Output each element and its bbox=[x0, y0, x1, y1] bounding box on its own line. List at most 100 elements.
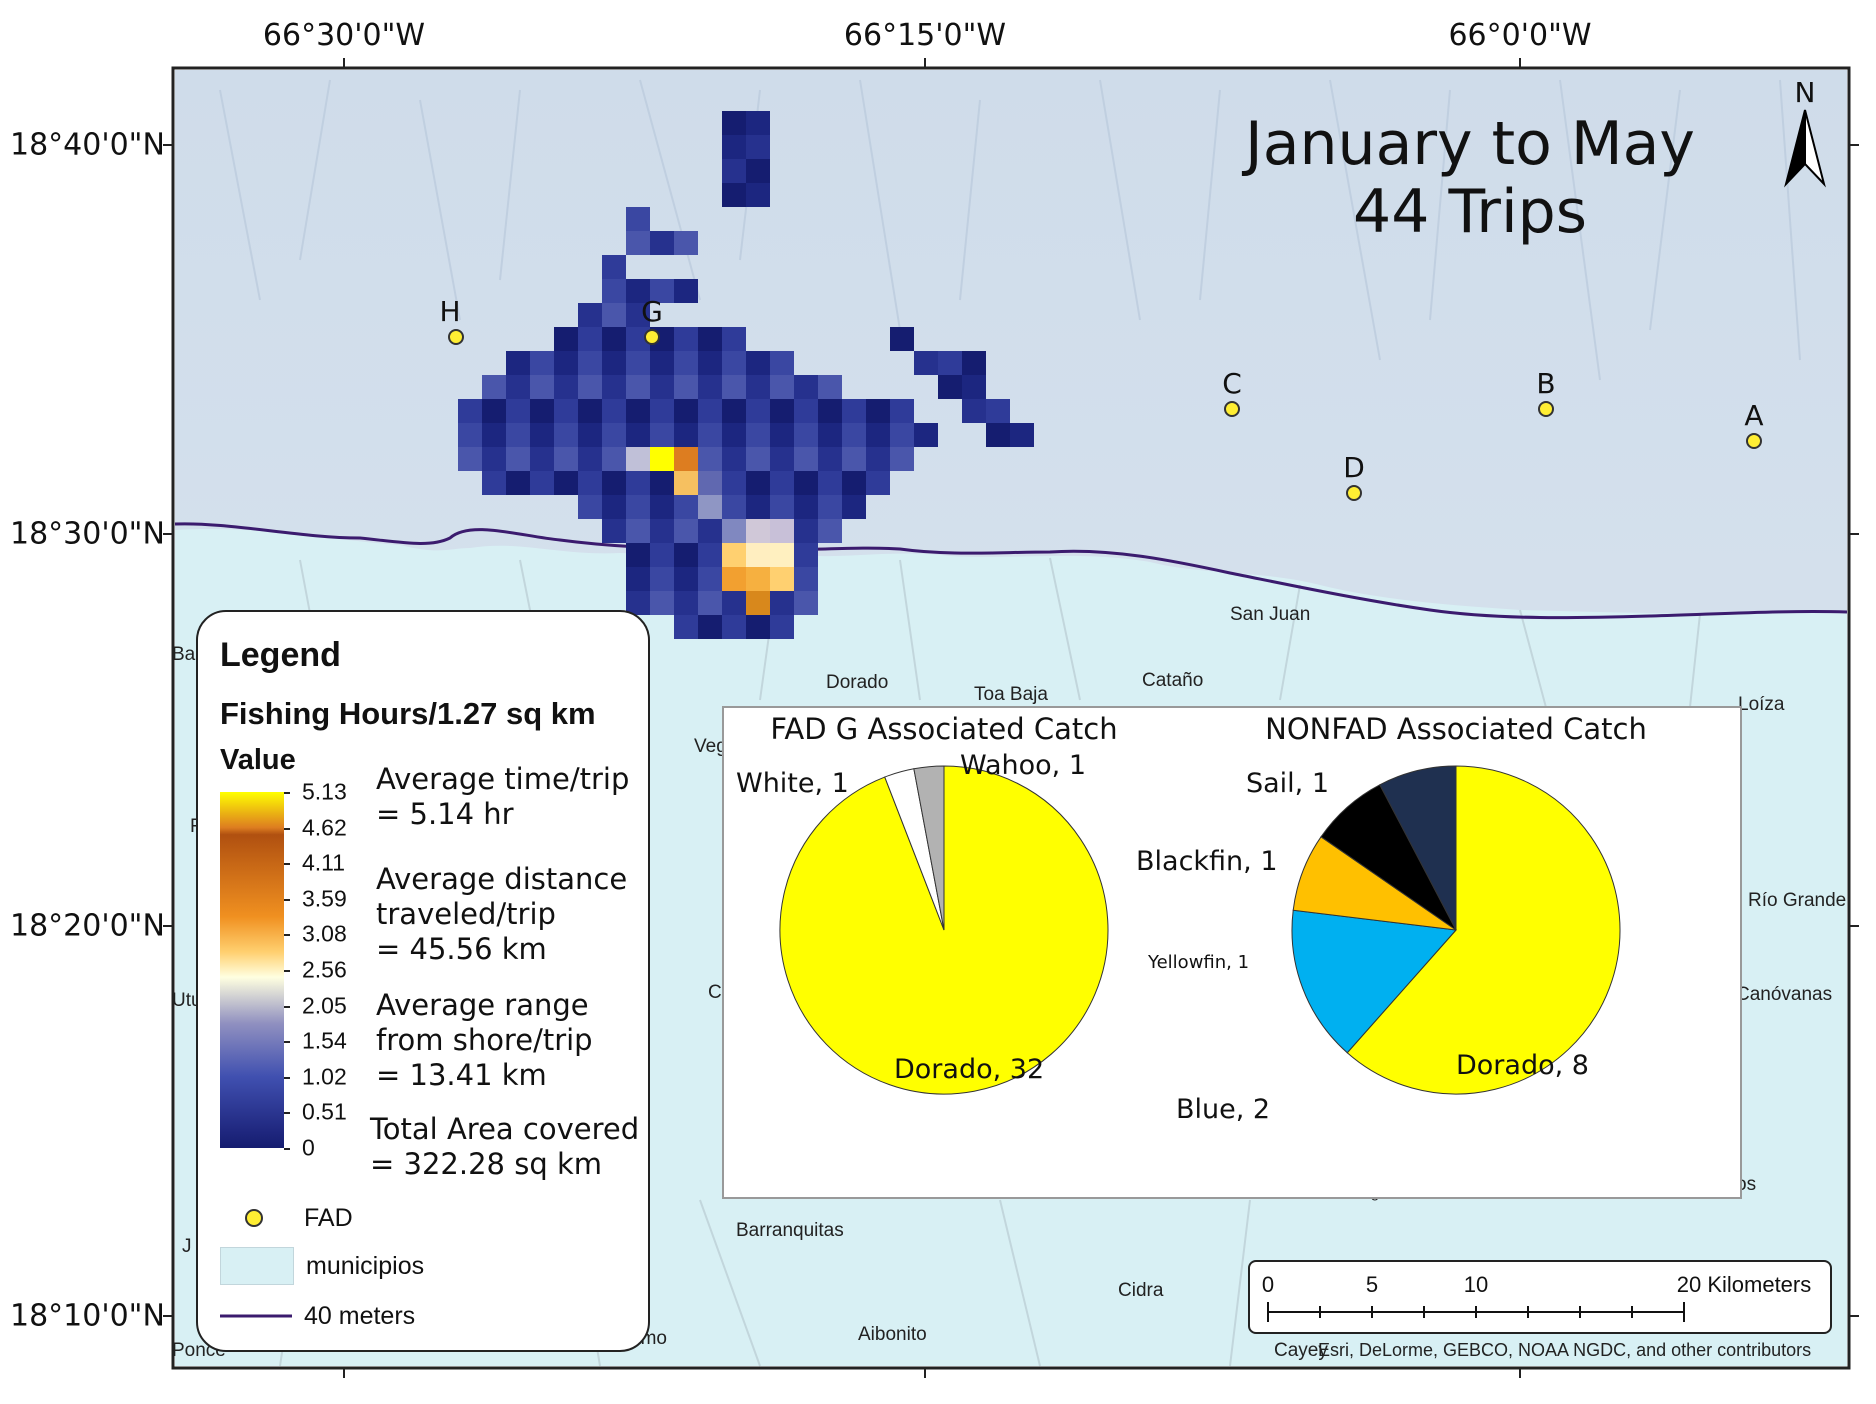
legend-item-label: FAD bbox=[304, 1203, 353, 1232]
ramp-tick bbox=[284, 1005, 290, 1008]
heatmap-cell bbox=[722, 159, 746, 183]
heatmap-cell bbox=[506, 399, 530, 423]
town-label: Toa Baja bbox=[974, 684, 1048, 705]
town-label: Barranquitas bbox=[736, 1220, 844, 1241]
heatmap-cell bbox=[626, 375, 650, 399]
heatmap-cell bbox=[482, 375, 506, 399]
heatmap-cell bbox=[818, 399, 842, 423]
color-ramp bbox=[220, 792, 284, 1148]
heatmap-cell bbox=[626, 447, 650, 471]
town-label: Canóvanas bbox=[1736, 984, 1833, 1005]
scale-label-10: 10 bbox=[1463, 1272, 1489, 1297]
heatmap-cell bbox=[554, 471, 578, 495]
heatmap-cell bbox=[722, 423, 746, 447]
fad-marker-c bbox=[1224, 401, 1240, 417]
heatmap-cell bbox=[698, 519, 722, 543]
lat-label-2: 18°30'0"N bbox=[10, 516, 165, 552]
heatmap-cell bbox=[482, 447, 506, 471]
ramp-tick-label: 2.05 bbox=[302, 992, 347, 1019]
heatmap-cell bbox=[674, 567, 698, 591]
ramp-tick-label: 1.02 bbox=[302, 1063, 347, 1090]
heatmap-cell bbox=[602, 327, 626, 351]
heatmap-cell bbox=[770, 495, 794, 519]
chart-title-fad-g: FAD G Associated Catch bbox=[770, 712, 1118, 746]
heatmap-cell bbox=[770, 471, 794, 495]
heatmap-cell bbox=[698, 543, 722, 567]
heatmap-cell bbox=[722, 495, 746, 519]
legend-value-label: Value bbox=[220, 744, 296, 776]
heatmap-cell bbox=[626, 231, 650, 255]
heatmap-cell bbox=[650, 447, 674, 471]
heatmap-cell bbox=[770, 567, 794, 591]
lat-label-4: 18°10'0"N bbox=[10, 1298, 165, 1334]
heatmap-cell bbox=[506, 423, 530, 447]
heatmap-cell bbox=[890, 327, 914, 351]
heatmap-cell bbox=[746, 135, 770, 159]
heatmap-cell bbox=[794, 375, 818, 399]
heatmap-cell bbox=[722, 351, 746, 375]
heatmap-cell bbox=[530, 471, 554, 495]
heatmap-cell bbox=[674, 615, 698, 639]
town-label: J bbox=[182, 1236, 192, 1257]
heatmap-cell bbox=[890, 423, 914, 447]
heatmap-cell bbox=[794, 471, 818, 495]
heatmap-cell bbox=[674, 543, 698, 567]
pie-label-dorado-fad: Dorado, 32 bbox=[894, 1054, 1045, 1085]
legend-subtitle: Fishing Hours/1.27 sq km bbox=[220, 696, 596, 731]
heatmap-cell bbox=[818, 375, 842, 399]
heatmap-cell bbox=[530, 447, 554, 471]
ramp-tick bbox=[284, 898, 290, 901]
town-label: Ba bbox=[172, 644, 196, 665]
heatmap-cell bbox=[578, 423, 602, 447]
town-label: San Juan bbox=[1230, 604, 1311, 625]
heatmap-cell bbox=[626, 471, 650, 495]
heatmap-cell bbox=[842, 399, 866, 423]
catch-charts-panel: FAD G Associated Catch NONFAD Associated… bbox=[722, 706, 1742, 1199]
heatmap-cell bbox=[914, 423, 938, 447]
heatmap-cell bbox=[626, 423, 650, 447]
fad-label-g: G bbox=[641, 295, 663, 328]
heatmap-cell bbox=[722, 327, 746, 351]
ramp-tick bbox=[284, 1041, 290, 1044]
heatmap-cell bbox=[746, 423, 770, 447]
heatmap-cell bbox=[674, 351, 698, 375]
north-arrow-icon bbox=[1784, 109, 1826, 188]
heatmap-cell bbox=[698, 471, 722, 495]
heatmap-cell bbox=[650, 567, 674, 591]
heatmap-cell bbox=[602, 423, 626, 447]
heatmap-cell bbox=[818, 519, 842, 543]
heatmap-cell bbox=[794, 399, 818, 423]
fad-label-b: B bbox=[1536, 367, 1556, 400]
heatmap-cell bbox=[722, 471, 746, 495]
heatmap-cell bbox=[578, 399, 602, 423]
title-line-2: 44 Trips bbox=[1353, 177, 1587, 247]
heatmap-cell bbox=[770, 519, 794, 543]
pie-label-wahoo: Wahoo, 1 bbox=[960, 750, 1087, 781]
heatmap-cell bbox=[746, 159, 770, 183]
legend-title: Legend bbox=[220, 636, 341, 674]
ramp-tick-label: 4.62 bbox=[302, 814, 347, 841]
heatmap-cell bbox=[674, 447, 698, 471]
heatmap-cell bbox=[506, 351, 530, 375]
heatmap-cell bbox=[770, 543, 794, 567]
map-frame bbox=[171, 66, 1851, 1370]
pie-slice-blue bbox=[1291, 909, 1458, 1054]
pie-label-white: White, 1 bbox=[736, 768, 849, 799]
heatmap-cell bbox=[746, 615, 770, 639]
heatmap-cell bbox=[698, 615, 722, 639]
heatmap-cell bbox=[554, 423, 578, 447]
ramp-tick bbox=[284, 1112, 290, 1115]
fad-marker-a bbox=[1746, 433, 1762, 449]
stat-time: Average time/trip = 5.14 hr bbox=[376, 762, 630, 831]
map-title: January to May 44 Trips bbox=[1220, 110, 1720, 246]
heatmap-cell bbox=[674, 375, 698, 399]
heatmap-cell bbox=[1010, 423, 1034, 447]
heatmap-cell bbox=[746, 567, 770, 591]
heatmap-cell bbox=[530, 399, 554, 423]
legend-item-fad: FAD bbox=[220, 1198, 353, 1238]
ramp-tick-label: 3.08 bbox=[302, 920, 347, 947]
ramp-tick-label: 3.59 bbox=[302, 885, 347, 912]
fad-markers bbox=[448, 329, 1762, 501]
heatmap-cell bbox=[674, 423, 698, 447]
heatmap-cell bbox=[650, 423, 674, 447]
